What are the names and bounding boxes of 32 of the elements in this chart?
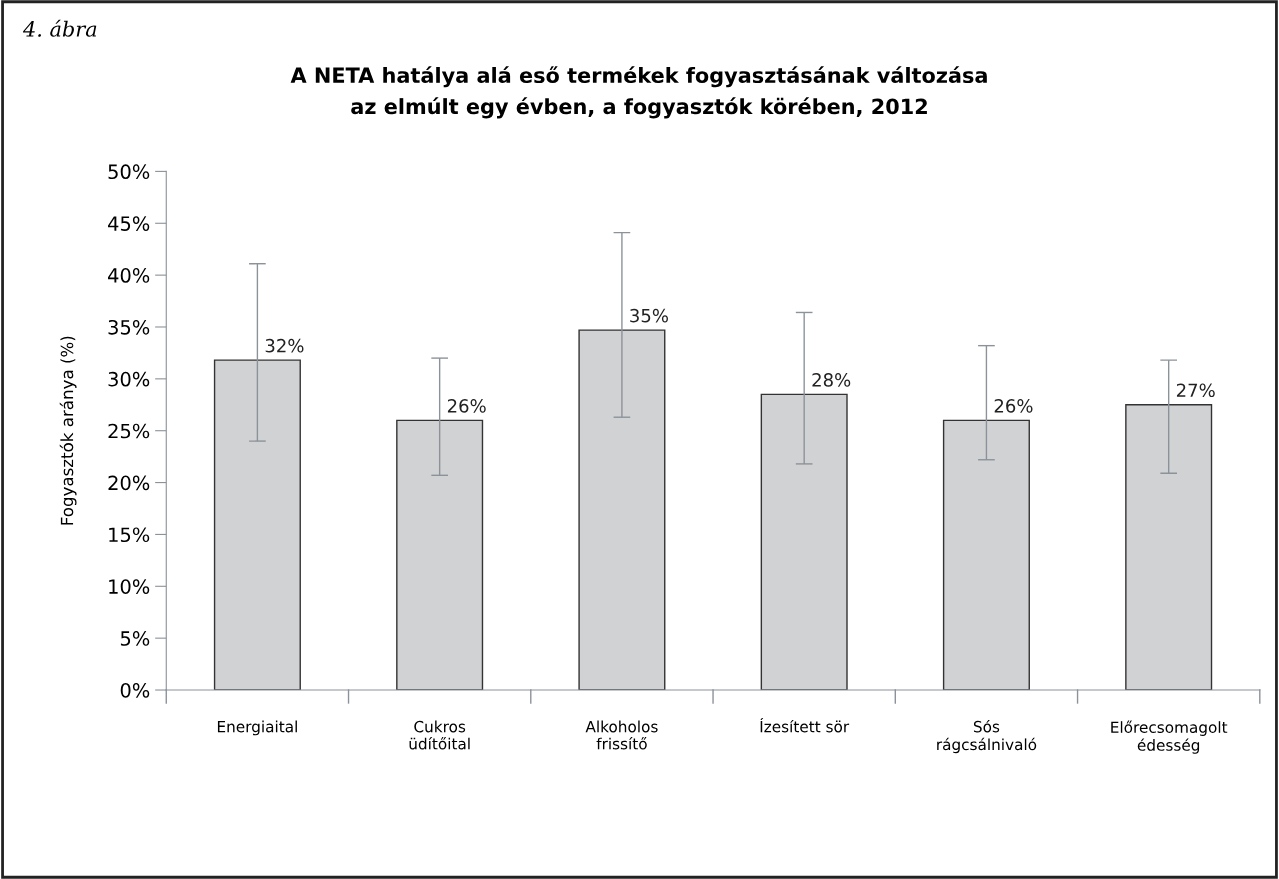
bar xyxy=(213,359,301,691)
y-tick-label: 50% xyxy=(108,164,150,180)
bar xyxy=(396,419,484,691)
y-tick-label: 0% xyxy=(120,682,150,698)
y-tick-label: 40% xyxy=(108,268,150,283)
data-label: 27% xyxy=(1176,383,1215,398)
y-tick-label: 5% xyxy=(120,631,150,646)
bar xyxy=(578,329,666,691)
y-tick-label: 15% xyxy=(109,527,150,543)
x-tick-label: Sós rágcsálnivaló xyxy=(937,719,1037,754)
chart-title: A NETA hatálya alá eső termékek fogyasztásának változása az elmúlt egy évben, a fogyasztók körében, 2012 xyxy=(290,66,987,119)
y-tick-label: 25% xyxy=(108,423,150,439)
data-label: 35% xyxy=(630,308,668,323)
x-tick-label: Ízesített sör xyxy=(760,718,850,733)
bar xyxy=(760,393,848,691)
text: 4. ábra xyxy=(22,19,97,37)
bar xyxy=(1125,404,1213,691)
y-tick-label: 45% xyxy=(108,216,150,231)
y-tick-label: 20% xyxy=(108,475,150,491)
y-tick-label: 10% xyxy=(109,579,150,594)
y-axis-title: Fogyasztók aránya (%) xyxy=(59,336,77,525)
data-label: 32% xyxy=(265,338,304,353)
x-tick-label: Cukros üdítőital xyxy=(409,720,470,750)
y-tick-label: 35% xyxy=(108,319,150,335)
data-label: 26% xyxy=(994,399,1033,413)
data-label: 28% xyxy=(812,373,851,387)
y-tick-label: 30% xyxy=(108,371,150,387)
x-tick-label: Alkoholos frissítő xyxy=(585,720,658,750)
x-tick-label: Energiaital xyxy=(217,720,297,736)
x-tick-label: Előrecsomagolt édesség xyxy=(1111,720,1228,754)
bar xyxy=(942,419,1030,691)
data-label: 26% xyxy=(447,399,486,413)
